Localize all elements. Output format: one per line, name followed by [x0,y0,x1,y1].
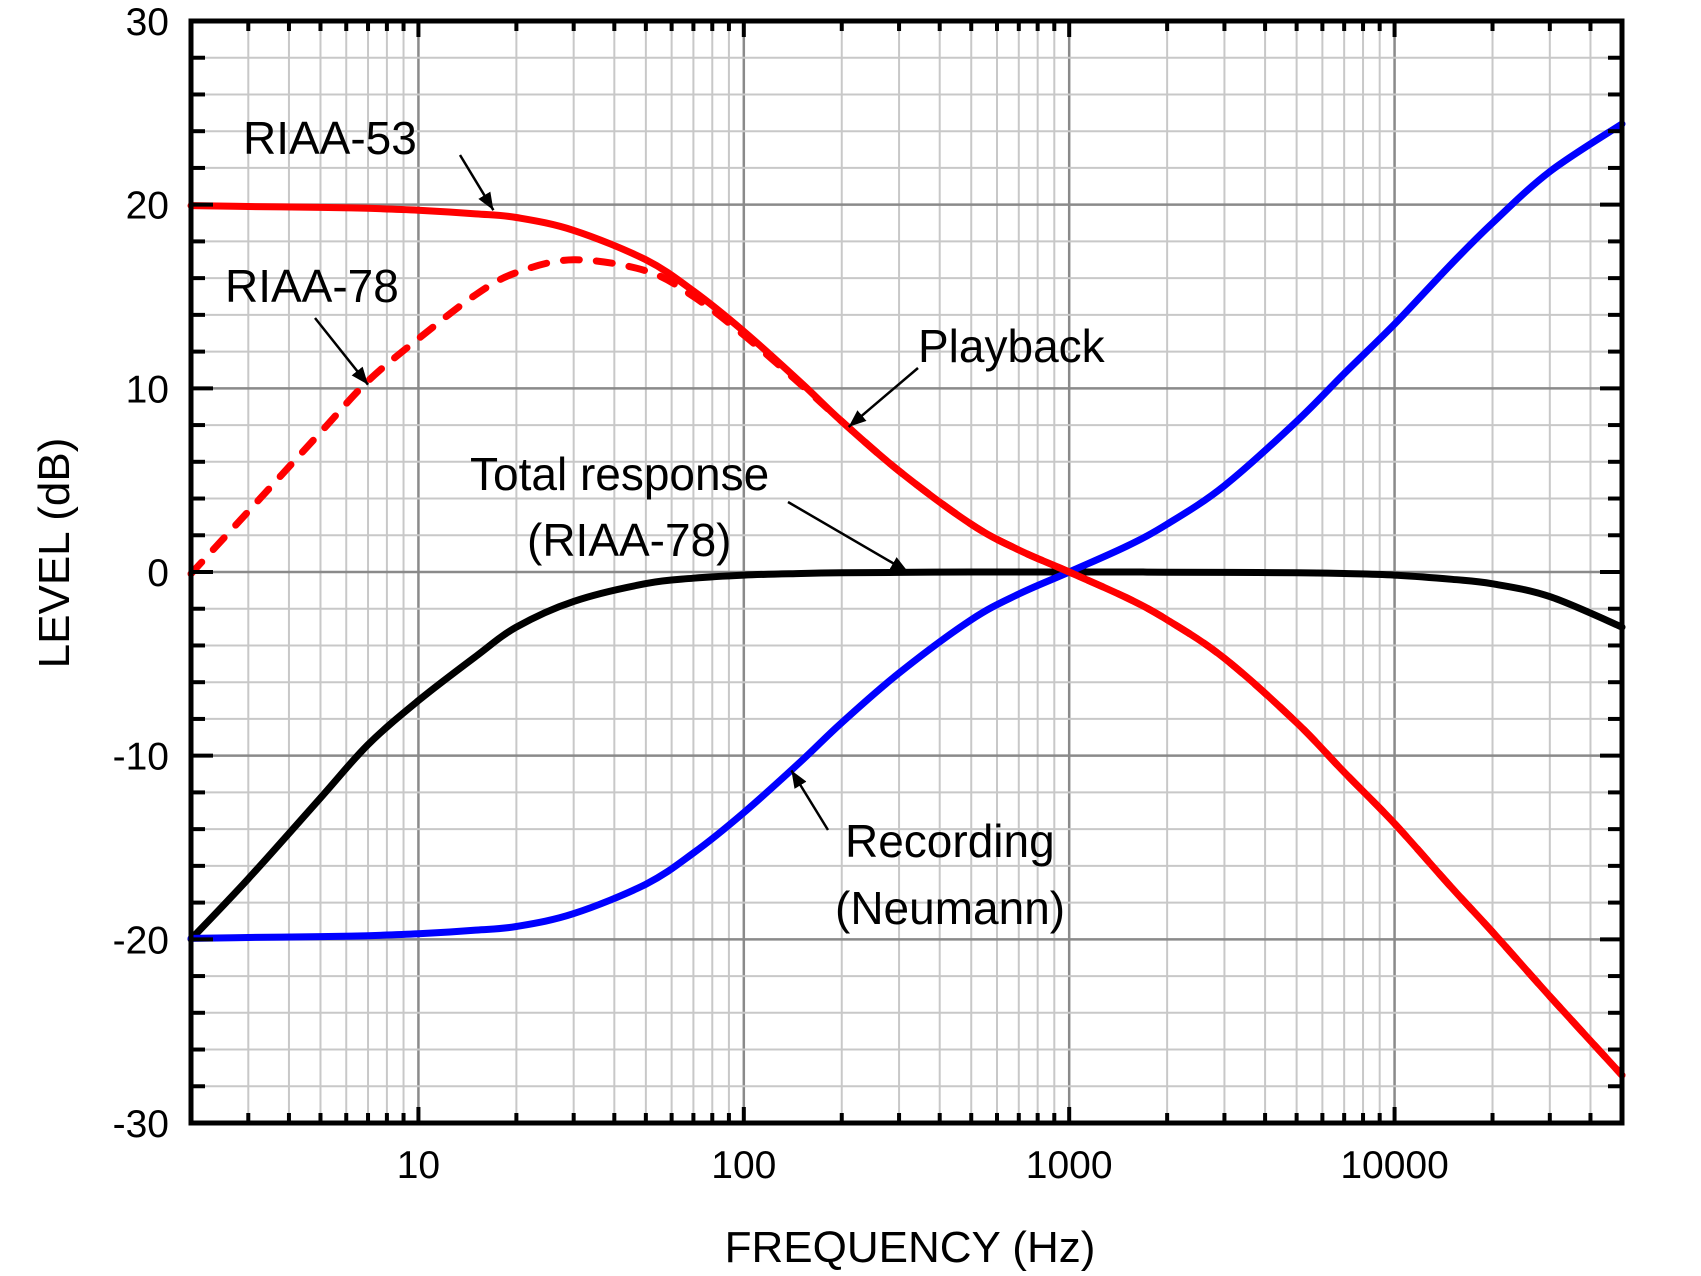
annotation-label: Total response [470,448,769,500]
y-tick-label: -10 [113,736,169,779]
annotation-label: Recording [845,815,1055,867]
axis-ticks [189,19,1624,1125]
x-tick-label: 10 [397,1144,440,1187]
annotation-label: Playback [918,320,1106,372]
x-axis-title: FREQUENCY (Hz) [725,1223,1096,1272]
x-tick-label: 100 [711,1144,776,1187]
annotation-arrow [458,154,495,211]
annotation-label: RIAA-78 [225,260,399,312]
x-tick-label: 10000 [1340,1144,1448,1187]
annotation-arrow [847,367,919,428]
curves [187,120,1626,1079]
annotation-arrow [790,769,830,831]
annotations: RIAA-53 RIAA-78 Playback Total response (RIA… [225,112,1106,934]
y-tick-label: 30 [126,1,169,44]
series-line-riaa-53 [187,202,1626,1079]
series-line-recording-neumann [187,120,1626,942]
tick-labels: 10 100 1000 10000 -30 -20 -10 0 10 20 30 [113,1,1449,1187]
y-tick-label: 10 [126,368,169,411]
annotation-arrow [787,500,909,574]
annotation-label-line2: (RIAA-78) [527,514,731,566]
y-tick-label: -20 [113,919,169,962]
series-line-total-response-riaa-78 [187,568,1626,943]
y-axis-title: LEVEL (dB) [30,438,79,669]
annotation-label-line2: (Neumann) [835,882,1065,934]
x-tick-label: 1000 [1026,1144,1113,1187]
y-tick-label: 20 [126,185,169,228]
annotation-label: RIAA-53 [243,112,417,164]
annotation-arrow [314,317,370,386]
grid [190,19,1623,1125]
y-tick-label: 0 [147,552,169,595]
y-tick-label: -30 [113,1103,169,1146]
